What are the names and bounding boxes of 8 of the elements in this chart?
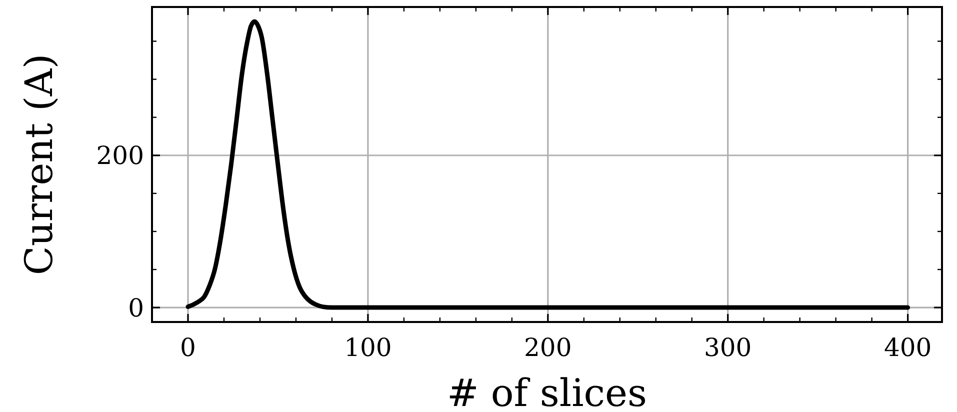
line-series xyxy=(186,19,910,310)
y-axis-title: Current (A) xyxy=(17,54,61,276)
x-tick-label: 0 xyxy=(180,333,196,362)
x-tick-label: 100 xyxy=(344,333,392,362)
x-axis-title: # of slices xyxy=(446,371,648,412)
x-tick-label: 300 xyxy=(704,333,752,362)
x-tick-label: 400 xyxy=(884,333,932,362)
x-tick-label: 200 xyxy=(524,333,572,362)
